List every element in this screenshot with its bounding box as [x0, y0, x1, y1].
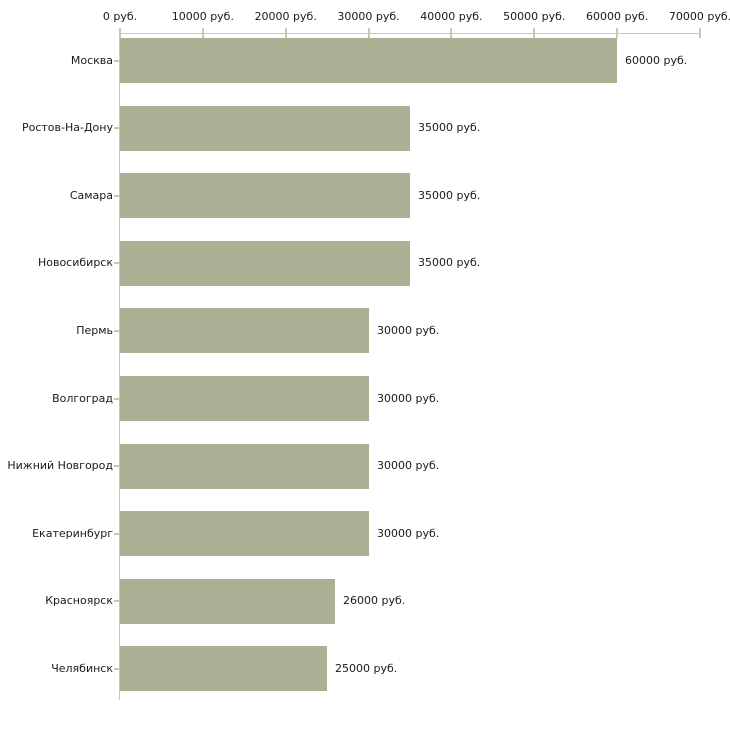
y-tick-mark — [114, 329, 120, 332]
x-tick-label: 30000 руб. — [337, 10, 400, 23]
y-tick-mark — [114, 600, 120, 603]
x-tick-mark — [699, 28, 701, 38]
y-tick-mark — [114, 194, 120, 197]
x-tick-label: 40000 руб. — [420, 10, 483, 23]
value-label: 30000 руб. — [377, 391, 440, 405]
x-tick-label: 0 руб. — [102, 10, 138, 23]
y-tick-mark — [114, 465, 120, 468]
x-tick-mark — [367, 28, 370, 38]
value-label: 60000 руб. — [625, 53, 688, 67]
category-label: Москва — [70, 53, 113, 67]
x-tick-label: 10000 руб. — [171, 10, 234, 23]
bar — [120, 105, 410, 151]
y-tick-mark — [114, 397, 120, 400]
value-label: 30000 руб. — [377, 459, 440, 473]
y-tick-mark — [114, 262, 120, 265]
x-tick-label: 70000 руб. — [668, 10, 730, 23]
value-label: 35000 руб. — [418, 188, 481, 202]
bar — [120, 578, 335, 624]
category-label: Челябинск — [51, 661, 113, 675]
y-tick-mark — [114, 667, 120, 670]
value-label: 26000 руб. — [343, 594, 406, 608]
y-tick-mark — [114, 532, 120, 535]
category-label: Самара — [69, 188, 113, 202]
bar — [120, 38, 617, 83]
value-label: 30000 руб. — [377, 526, 440, 540]
x-axis-line — [119, 33, 701, 34]
y-tick-mark — [114, 127, 120, 130]
value-label: 30000 руб. — [377, 323, 440, 337]
value-label: 25000 руб. — [335, 661, 398, 675]
category-label: Пермь — [76, 323, 113, 337]
category-label: Красноярск — [45, 594, 113, 608]
bar — [120, 240, 410, 286]
bar — [120, 376, 369, 421]
x-tick-label: 60000 руб. — [586, 10, 649, 23]
bar — [120, 308, 369, 354]
value-label: 35000 руб. — [418, 256, 481, 270]
category-label: Новосибирск — [37, 256, 113, 270]
x-tick-label: 50000 руб. — [503, 10, 566, 23]
bar — [120, 173, 410, 219]
category-label: Екатеринбург — [32, 526, 113, 540]
y-axis-line — [119, 33, 120, 700]
category-label: Ростов-На-Дону — [21, 121, 113, 135]
x-tick-mark — [201, 28, 204, 38]
x-tick-mark — [533, 28, 536, 38]
y-tick-mark — [114, 59, 120, 62]
x-tick-mark — [284, 28, 287, 38]
x-tick-label: 20000 руб. — [254, 10, 317, 23]
x-tick-mark — [450, 28, 453, 38]
bar — [120, 443, 369, 489]
category-label: Волгоград — [52, 391, 113, 405]
bar — [120, 511, 369, 557]
bar — [120, 646, 327, 692]
category-label: Нижний Новгород — [7, 459, 113, 473]
x-tick-mark — [616, 28, 619, 38]
value-label: 35000 руб. — [418, 121, 481, 135]
x-tick-mark — [119, 28, 121, 38]
